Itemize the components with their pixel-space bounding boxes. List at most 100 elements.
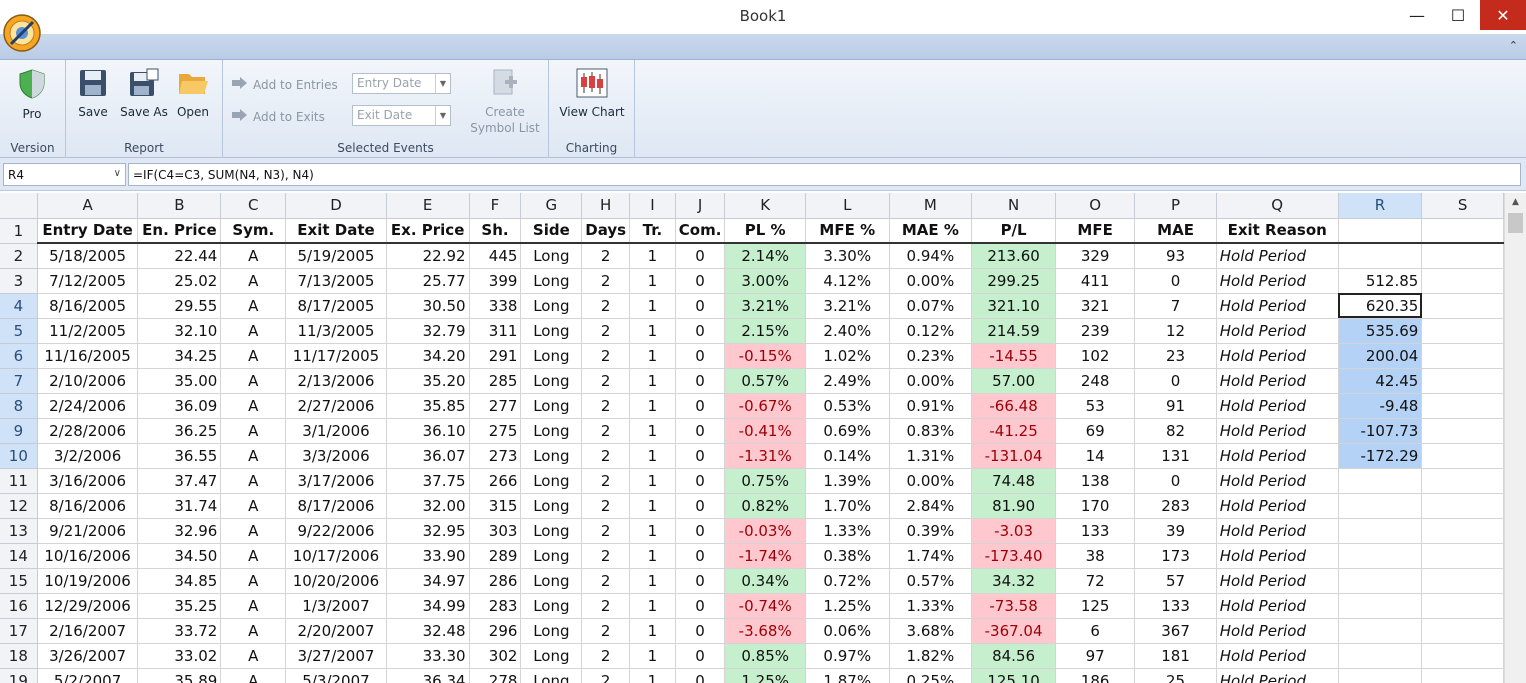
cell-l[interactable]: 2.40% xyxy=(805,318,890,344)
cell-m[interactable]: 0.23% xyxy=(889,343,973,369)
cell-l[interactable]: 2.49% xyxy=(805,368,890,394)
cell-s[interactable] xyxy=(1421,493,1504,519)
cell-j[interactable]: 0 xyxy=(675,293,726,319)
cell-p[interactable]: 25 xyxy=(1134,668,1217,683)
cell-j[interactable]: 0 xyxy=(675,368,726,394)
cell-g[interactable]: Long xyxy=(520,318,583,344)
cell-q[interactable]: Hold Period xyxy=(1216,343,1339,369)
cell-l[interactable]: 0.06% xyxy=(805,618,890,644)
cell-o[interactable]: 329 xyxy=(1055,243,1136,269)
cell-b[interactable]: 34.25 xyxy=(137,343,222,369)
cell-c[interactable]: A xyxy=(220,668,287,683)
cell-a[interactable]: 5/18/2005 xyxy=(37,243,139,269)
cell-k[interactable]: -1.74% xyxy=(724,543,806,569)
cell-o[interactable]: 321 xyxy=(1055,293,1136,319)
cell-e[interactable]: 32.95 xyxy=(386,518,470,544)
cell-r[interactable] xyxy=(1338,468,1423,494)
cell-p[interactable]: 367 xyxy=(1134,618,1217,644)
column-header-d[interactable]: D xyxy=(285,193,387,219)
cell-s[interactable] xyxy=(1421,668,1504,683)
row-header[interactable]: 14 xyxy=(0,543,38,569)
cell-r[interactable]: -9.48 xyxy=(1338,393,1423,419)
cell-j[interactable]: 0 xyxy=(675,543,726,569)
cell-e[interactable]: 36.34 xyxy=(386,668,470,683)
cell-b[interactable]: 35.89 xyxy=(137,668,222,683)
cell-b[interactable]: 36.09 xyxy=(137,393,222,419)
column-header-g[interactable]: G xyxy=(520,193,583,219)
maximize-button[interactable]: ☐ xyxy=(1450,5,1466,25)
cell-q[interactable]: Hold Period xyxy=(1216,318,1339,344)
cell-s[interactable] xyxy=(1421,543,1504,569)
chevron-down-icon[interactable]: ▼ xyxy=(435,106,450,125)
row-header[interactable]: 17 xyxy=(0,618,38,644)
cell-g[interactable]: Long xyxy=(520,568,583,594)
cell-g[interactable]: Long xyxy=(520,368,583,394)
cell-r[interactable] xyxy=(1338,593,1423,619)
cell-l[interactable]: 1.33% xyxy=(805,518,890,544)
cell-m[interactable]: 0.91% xyxy=(889,393,973,419)
cell-s[interactable] xyxy=(1421,643,1504,669)
cell-c[interactable]: A xyxy=(220,293,287,319)
cell-a[interactable]: 2/10/2006 xyxy=(37,368,139,394)
cell-i[interactable]: 1 xyxy=(629,618,676,644)
cell-i[interactable]: 1 xyxy=(629,343,676,369)
cell-h[interactable]: 2 xyxy=(581,643,631,669)
cell-d[interactable]: 3/3/2006 xyxy=(285,443,387,469)
cell-k[interactable]: 2.15% xyxy=(724,318,806,344)
cell-i[interactable]: 1 xyxy=(629,268,676,294)
column-header-m[interactable]: M xyxy=(889,193,973,219)
cell-q[interactable]: Hold Period xyxy=(1216,268,1339,294)
cell-a[interactable]: 8/16/2006 xyxy=(37,493,139,519)
cell-a[interactable]: 3/2/2006 xyxy=(37,443,139,469)
cell-j[interactable]: 0 xyxy=(675,668,726,683)
cell-h[interactable]: 2 xyxy=(581,593,631,619)
cell-d[interactable]: 5/3/2007 xyxy=(285,668,387,683)
cell-l[interactable]: 3.30% xyxy=(805,243,890,269)
row-header[interactable]: 1 xyxy=(0,218,38,244)
column-header-i[interactable]: I xyxy=(629,193,676,219)
cell-n[interactable]: 81.90 xyxy=(971,493,1056,519)
cell-m[interactable]: 0.83% xyxy=(889,418,973,444)
cell-p[interactable]: 133 xyxy=(1134,593,1217,619)
cell-k[interactable]: 0.57% xyxy=(724,368,806,394)
row-header[interactable]: 8 xyxy=(0,393,38,419)
cell-r[interactable]: -172.29 xyxy=(1338,443,1423,469)
cell-i[interactable]: 1 xyxy=(629,418,676,444)
cell-e[interactable]: 36.07 xyxy=(386,443,470,469)
cell-l[interactable]: 1.25% xyxy=(805,593,890,619)
open-button[interactable]: Open xyxy=(172,68,214,119)
cell-c[interactable]: A xyxy=(220,593,287,619)
cell-i[interactable]: 1 xyxy=(629,568,676,594)
cell-p[interactable]: 57 xyxy=(1134,568,1217,594)
column-header-a[interactable]: A xyxy=(37,193,139,219)
add-to-entries-button[interactable]: Add to Entries xyxy=(231,76,338,93)
cell-f[interactable]: 296 xyxy=(469,618,522,644)
cell-h[interactable]: 2 xyxy=(581,568,631,594)
cell-h[interactable]: 2 xyxy=(581,343,631,369)
cell-o[interactable]: 38 xyxy=(1055,543,1136,569)
cell-p[interactable]: 0 xyxy=(1134,468,1217,494)
cell-i[interactable]: 1 xyxy=(629,518,676,544)
cell-r[interactable] xyxy=(1338,493,1423,519)
cell-b[interactable]: 34.50 xyxy=(137,543,222,569)
cell-b[interactable]: 29.55 xyxy=(137,293,222,319)
cell-c[interactable]: A xyxy=(220,493,287,519)
row-header[interactable]: 6 xyxy=(0,343,38,369)
cell-s[interactable] xyxy=(1421,318,1504,344)
cell-a[interactable]: 2/16/2007 xyxy=(37,618,139,644)
cell-a[interactable]: 9/21/2006 xyxy=(37,518,139,544)
cell-b[interactable]: 37.47 xyxy=(137,468,222,494)
cell-r[interactable] xyxy=(1338,543,1423,569)
cell-o[interactable]: 72 xyxy=(1055,568,1136,594)
cell-h[interactable]: 2 xyxy=(581,318,631,344)
header-cell[interactable]: Exit Date xyxy=(285,218,387,244)
close-button[interactable]: ✕ xyxy=(1480,0,1526,30)
header-cell[interactable]: Ex. Price xyxy=(386,218,470,244)
cell-k[interactable]: -3.68% xyxy=(724,618,806,644)
cell-d[interactable]: 2/27/2006 xyxy=(285,393,387,419)
cell-p[interactable]: 181 xyxy=(1134,643,1217,669)
cell-c[interactable]: A xyxy=(220,343,287,369)
cell-r[interactable] xyxy=(1338,668,1423,683)
header-cell[interactable]: Sym. xyxy=(220,218,287,244)
cell-s[interactable] xyxy=(1421,243,1504,269)
